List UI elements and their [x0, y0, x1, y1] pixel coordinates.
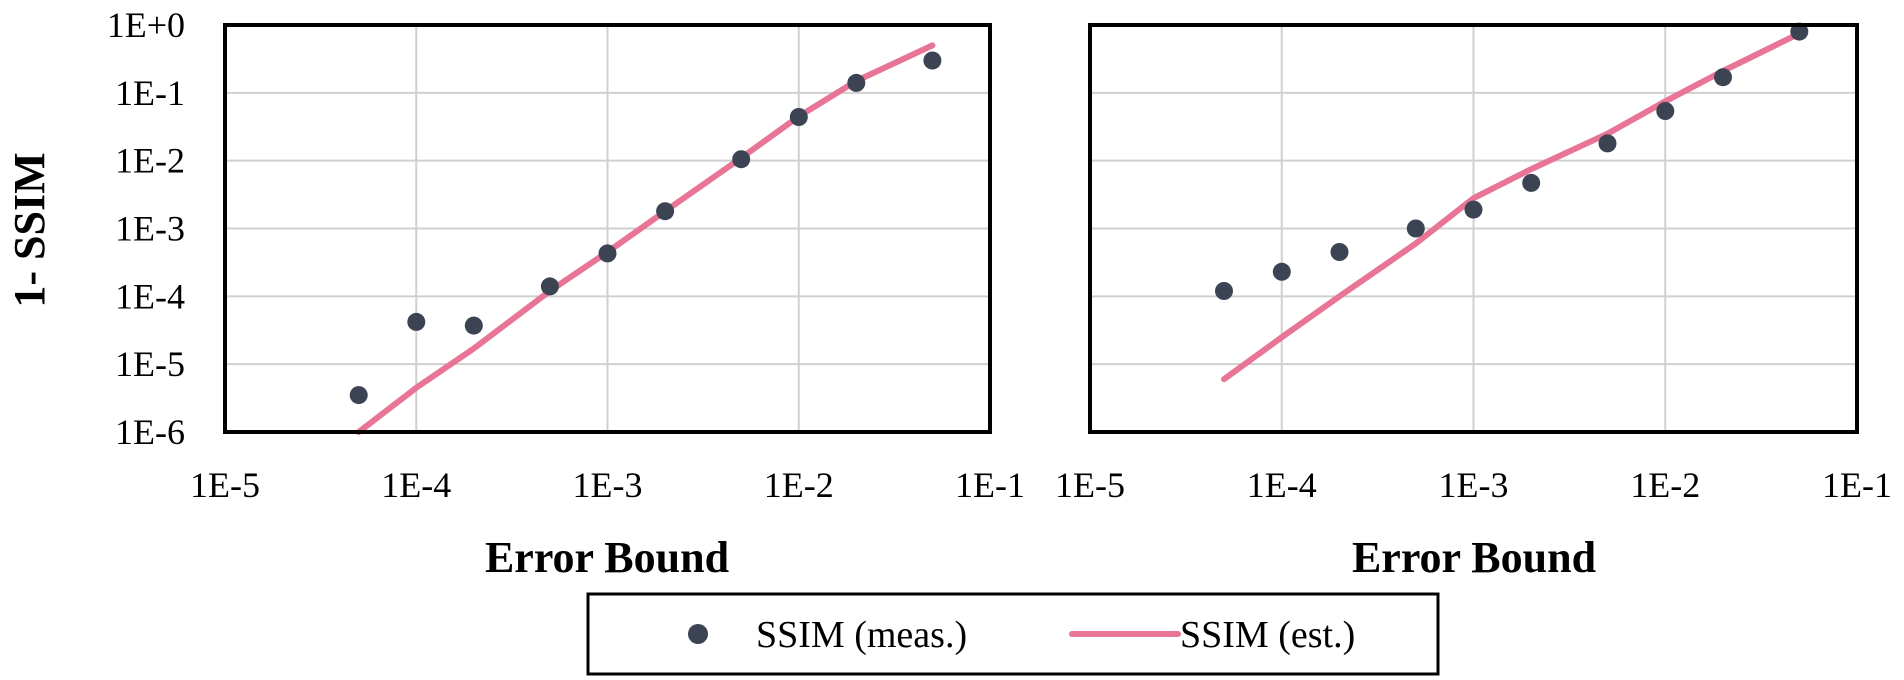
measured-points-left — [349, 51, 942, 405]
x-tick-label: 1E-2 — [764, 465, 834, 505]
y-tick-label: 1E-6 — [115, 412, 185, 452]
y-tick-labels-left: 1E-6 1E-5 1E-4 1E-3 1E-2 1E-1 1E+0 — [107, 5, 185, 452]
estimated-line-left — [355, 42, 936, 435]
plot-frame-right — [1088, 23, 1859, 434]
legend-measured-icon — [688, 624, 708, 644]
x-tick-label: 1E-2 — [1630, 465, 1700, 505]
x-tick-label: 1E-1 — [1822, 465, 1892, 505]
x-tick-label: 1E-4 — [1247, 465, 1317, 505]
x-tick-labels-left: 1E-5 1E-4 1E-3 1E-2 1E-1 — [190, 465, 1025, 505]
measured-point — [1656, 102, 1675, 120]
measured-point — [407, 312, 426, 331]
measured-points-right — [1215, 22, 1809, 300]
x-tick-label: 1E-1 — [955, 465, 1025, 505]
measured-point — [1330, 243, 1349, 261]
x-tick-label: 1E-5 — [190, 465, 260, 505]
chart-left: 1E-5 1E-4 1E-3 1E-2 1E-1 1E-61E-51E-41E-31E-… — [107, 5, 1025, 582]
grid-right — [1089, 24, 1858, 433]
chart-right: 1E-5 1E-4 1E-3 1E-2 1E-1 Error Bound — [1055, 22, 1892, 582]
y-tick-label: 1E+0 — [107, 5, 185, 45]
x-tick-label: 1E-4 — [381, 465, 451, 505]
measured-point — [540, 277, 559, 296]
measured-point — [789, 108, 808, 126]
estimated-line-right — [1221, 30, 1803, 383]
y-tick-label: 1E-3 — [115, 209, 185, 249]
y-tick-label: 1E-1 — [115, 73, 185, 113]
measured-point — [598, 244, 617, 263]
measured-point — [1714, 68, 1732, 87]
measured-point — [732, 150, 751, 169]
measured-point — [1464, 200, 1483, 219]
legend-box — [586, 592, 1440, 676]
x-tick-label: 1E-3 — [1439, 465, 1509, 505]
grid-left — [224, 24, 991, 433]
measured-point — [1790, 22, 1809, 41]
legend-estimated-label: SSIM (est.) — [1180, 614, 1355, 656]
plot-frame-left — [223, 23, 992, 434]
measured-point — [1406, 219, 1425, 238]
legend-measured-label: SSIM (meas.) — [756, 614, 967, 656]
x-tick-label: 1E-5 — [1055, 465, 1125, 505]
y-tick-label: 1E-4 — [115, 276, 185, 316]
legend: SSIM (meas.) SSIM (est.) — [586, 592, 1440, 676]
measured-point — [656, 202, 675, 221]
y-tick-label: 1E-5 — [115, 344, 185, 384]
measured-point — [349, 386, 368, 405]
x-tick-labels-right: 1E-5 1E-4 1E-3 1E-2 1E-1 — [1055, 465, 1892, 505]
measured-point — [923, 51, 942, 70]
y-axis-title: 1- SSIM — [5, 152, 54, 307]
measured-point — [1598, 134, 1617, 153]
measured-point — [847, 73, 866, 92]
x-axis-title-right: Error Bound — [1352, 533, 1596, 582]
x-axis-title-left: Error Bound — [485, 533, 729, 582]
measured-point — [464, 316, 483, 335]
measured-point — [1272, 262, 1291, 281]
measured-point — [1215, 282, 1233, 300]
y-tick-label: 1E-2 — [115, 141, 185, 181]
measured-point — [1522, 173, 1541, 192]
x-tick-label: 1E-3 — [573, 465, 643, 505]
